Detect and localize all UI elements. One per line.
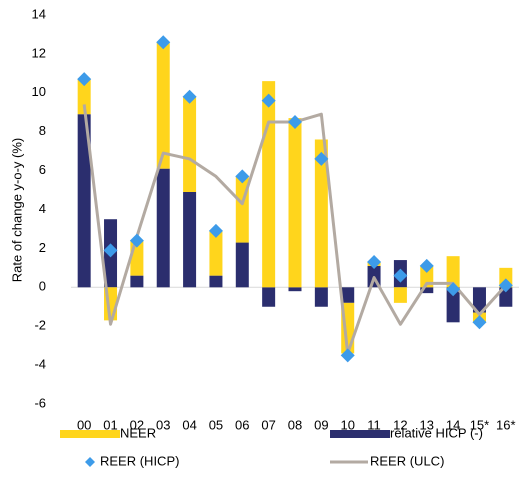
- x-tick-label: 09: [314, 417, 328, 432]
- y-tick-label: 8: [39, 123, 46, 138]
- bar: [156, 168, 170, 288]
- x-tick-label: 13: [420, 417, 434, 432]
- x-tick-label: 11: [367, 417, 381, 432]
- x-tick-label: 16*: [496, 417, 516, 432]
- legend-swatch: [60, 430, 120, 438]
- y-tick-label: 2: [39, 240, 46, 255]
- x-tick-label: 04: [182, 417, 196, 432]
- bar: [288, 118, 302, 288]
- marker: [498, 278, 513, 293]
- bar: [235, 242, 249, 288]
- legend-label: REER (HICP): [100, 453, 179, 468]
- bar: [420, 287, 434, 294]
- bar: [446, 256, 460, 288]
- marker: [261, 93, 276, 108]
- bar: [156, 42, 170, 169]
- x-tick-label: 07: [261, 417, 275, 432]
- bar: [499, 287, 513, 307]
- marker: [314, 151, 329, 166]
- bar: [130, 275, 144, 288]
- y-tick-label: -6: [34, 395, 46, 410]
- marker: [208, 223, 223, 238]
- bar: [341, 287, 355, 303]
- bar: [446, 287, 460, 323]
- legend-swatch: [330, 430, 390, 438]
- x-tick-label: 14: [446, 417, 460, 432]
- x-tick-label: 02: [130, 417, 144, 432]
- x-tick-label: 12: [393, 417, 407, 432]
- bar: [77, 114, 91, 288]
- marker: [235, 169, 250, 184]
- y-tick-label: 0: [39, 279, 46, 294]
- y-tick-label: 12: [32, 45, 46, 60]
- y-tick-label: 4: [39, 201, 46, 216]
- marker: [182, 89, 197, 104]
- y-tick-label: 10: [32, 84, 46, 99]
- x-tick-label: 06: [235, 417, 249, 432]
- marker: [103, 243, 118, 258]
- marker: [156, 35, 171, 50]
- bar: [288, 287, 302, 292]
- legend-swatch: [85, 457, 95, 467]
- bar: [77, 79, 91, 115]
- x-tick-label: 03: [156, 417, 170, 432]
- y-tick-label: -2: [34, 318, 46, 333]
- bar: [209, 275, 223, 288]
- bar: [314, 139, 328, 288]
- marker: [340, 348, 355, 363]
- bar: [183, 191, 197, 288]
- bar: [262, 81, 276, 288]
- marker: [472, 315, 487, 330]
- bar: [393, 287, 407, 303]
- y-tick-label: 14: [32, 6, 46, 21]
- marker: [129, 233, 144, 248]
- legend-label: NEER: [120, 425, 156, 440]
- legend-label: REER (ULC): [370, 453, 444, 468]
- marker: [77, 72, 92, 87]
- x-tick-label: 10: [340, 417, 354, 432]
- marker: [393, 268, 408, 283]
- x-tick-label: 15*: [470, 417, 490, 432]
- y-axis-label: Rate of change y-o-y (%): [9, 138, 24, 283]
- marker: [367, 255, 382, 270]
- x-tick-label: 05: [209, 417, 223, 432]
- x-tick-label: 01: [103, 417, 117, 432]
- y-tick-label: 6: [39, 162, 46, 177]
- x-tick-label: 00: [77, 417, 91, 432]
- bar: [314, 287, 328, 307]
- y-tick-label: -4: [34, 357, 46, 372]
- marker: [419, 258, 434, 273]
- bar: [262, 287, 276, 307]
- marker: [288, 114, 302, 129]
- bar: [183, 96, 197, 192]
- x-tick-label: 08: [288, 417, 302, 432]
- marker: [446, 282, 461, 297]
- bar: [472, 287, 486, 313]
- legend-label: relative HICP (-): [390, 425, 483, 440]
- bar: [209, 230, 223, 276]
